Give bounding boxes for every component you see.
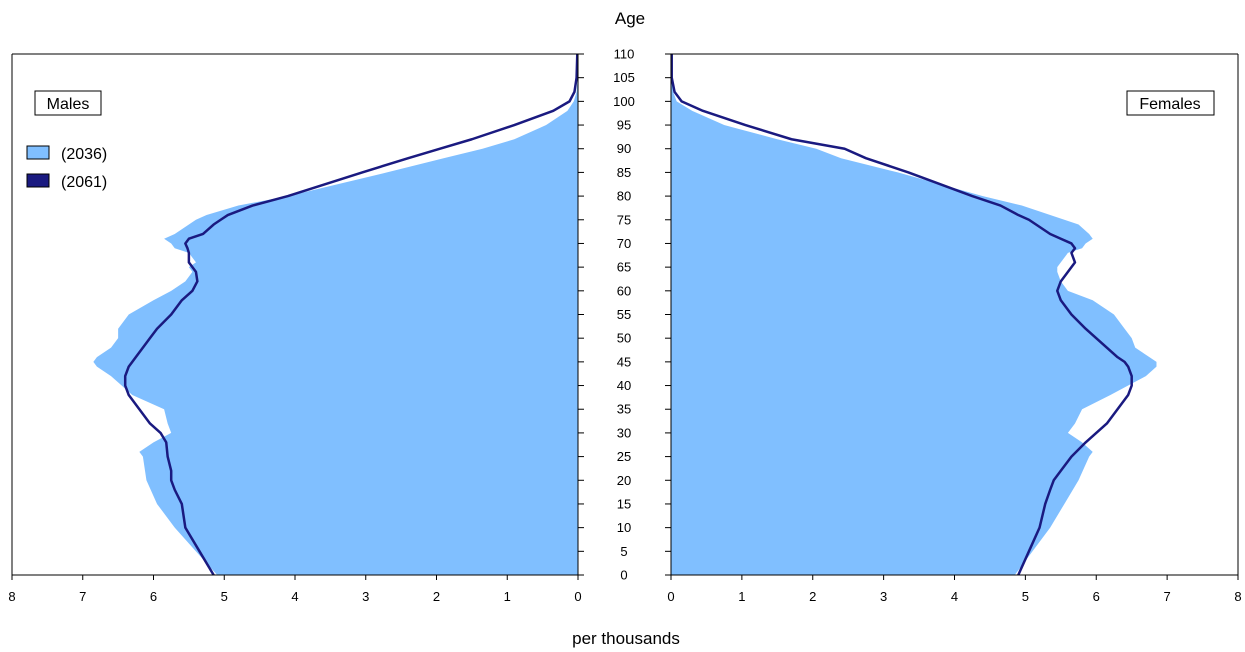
age-tick-label: 10: [617, 520, 631, 535]
males-label: Males: [47, 96, 90, 113]
females-x-tick-label: 4: [951, 589, 958, 604]
age-tick-label: 75: [617, 212, 631, 227]
legend-label-2061: (2061): [61, 174, 107, 191]
females-x-tick-label: 6: [1093, 589, 1100, 604]
females-x-tick-label: 3: [880, 589, 887, 604]
line-males-2061: [123, 53, 579, 576]
age-tick-label: 50: [617, 331, 631, 346]
females-x-tick-label: 2: [809, 589, 816, 604]
males-x-tick-label: 7: [79, 589, 86, 604]
males-x-tick-label: 4: [291, 589, 298, 604]
females-x-tick-label: 5: [1022, 589, 1029, 604]
age-tick-label: 85: [617, 165, 631, 180]
legend-swatch-2061: [26, 173, 50, 188]
age-tick-label: 105: [613, 70, 635, 85]
age-tick-label: 15: [617, 496, 631, 511]
males-x-tick-label: 2: [433, 589, 440, 604]
age-axis-title: Age: [615, 9, 645, 28]
age-tick-label: 70: [617, 236, 631, 251]
age-tick-label: 40: [617, 378, 631, 393]
age-tick-label: 20: [617, 473, 631, 488]
age-tick-label: 25: [617, 449, 631, 464]
females-x-tick-label: 7: [1164, 589, 1171, 604]
females-label-box: [1126, 90, 1215, 116]
age-tick-label: 100: [613, 94, 635, 109]
males-x-tick-label: 0: [574, 589, 581, 604]
age-tick-label: 30: [617, 425, 631, 440]
females-x-tick-label: 0: [667, 589, 674, 604]
legend-swatch-2036: [26, 145, 50, 160]
area-males-2036: [93, 54, 579, 575]
females-x-tick-label: 8: [1234, 589, 1241, 604]
males-x-tick-label: 1: [504, 589, 511, 604]
x-axis-title: per thousands: [572, 629, 680, 648]
age-tick-label: 65: [617, 260, 631, 275]
age-tick-label: 80: [617, 189, 631, 204]
males-x-tick-label: 3: [362, 589, 369, 604]
age-tick-label: 95: [617, 118, 631, 133]
males-x-tick-label: 5: [221, 589, 228, 604]
age-tick-label: 5: [620, 544, 627, 559]
males-x-tick-label: 8: [8, 589, 15, 604]
age-tick-label: 55: [617, 307, 631, 322]
females-label: Females: [1139, 96, 1200, 113]
age-tick-label: 110: [614, 47, 635, 62]
females-x-tick-label: 1: [738, 589, 745, 604]
males-label-box: [34, 90, 102, 116]
line-females-2061: [670, 54, 1133, 576]
age-tick-label: 60: [617, 283, 631, 298]
age-tick-label: 35: [617, 402, 631, 417]
age-tick-label: 90: [617, 141, 631, 156]
legend-label-2036: (2036): [61, 146, 107, 163]
age-tick-label: 0: [620, 568, 627, 583]
males-x-tick-label: 6: [150, 589, 157, 604]
age-tick-label: 45: [617, 354, 631, 369]
area-females-2036: [671, 54, 1157, 575]
